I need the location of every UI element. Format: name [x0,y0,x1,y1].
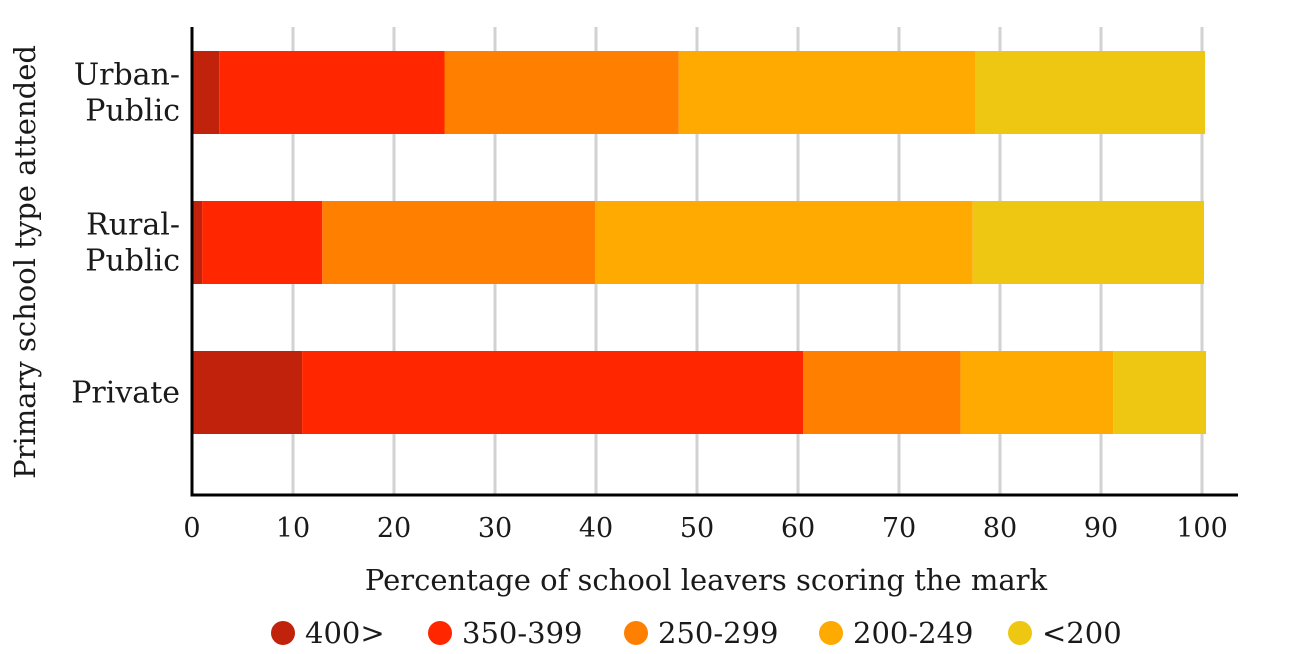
bars [192,51,1207,434]
bar-segment [302,351,804,434]
x-tick-label: 60 [781,513,815,544]
bar-segment [594,201,973,284]
legend-item: 250-299 [624,616,779,650]
x-axis-title: Percentage of school leavers scoring the… [365,563,1048,597]
legend-item: 400> [271,616,385,650]
category-label-line: Rural- [86,208,180,243]
legend-label: 350-399 [462,616,583,650]
category-label: Urban-Public [74,58,180,129]
legend-label: 400> [305,616,385,650]
legend-item: <200 [1008,616,1122,650]
category-label-line: Private [71,376,180,411]
category-label: Rural-Public [85,208,180,279]
bar-segment [322,201,595,284]
legend-item: 200-249 [819,616,974,650]
legend-swatch [428,621,452,645]
legend: 400> 350-399 250-299 200-249 <200 [271,616,1122,650]
x-tick-label: 90 [1084,513,1118,544]
x-tick-label: 30 [478,513,512,544]
legend-label: 250-299 [658,616,779,650]
bar-segment [192,51,220,134]
x-tick-label: 50 [680,513,714,544]
category-label-line: Public [85,94,180,129]
bar-segment [803,351,961,434]
bar-segment [678,51,976,134]
bar-segment [219,51,445,134]
x-tick-label: 100 [1176,513,1228,544]
bar-segment [202,201,323,284]
x-tick-label: 10 [276,513,310,544]
category-label-line: Urban- [74,58,180,93]
x-tick-label: 0 [183,513,200,544]
x-tick-label: 40 [579,513,613,544]
bar-segment [192,351,303,434]
legend-swatch [819,621,843,645]
category-label: Private [71,376,180,411]
axes [190,27,1238,497]
x-tick-label: 70 [882,513,916,544]
legend-swatch [271,621,295,645]
bar-segment [975,51,1206,134]
legend-item: 350-399 [428,616,583,650]
legend-label: 200-249 [853,616,974,650]
legend-swatch [1008,621,1032,645]
bar-segment [444,51,679,134]
legend-swatch [624,621,648,645]
bar-segment [960,351,1114,434]
x-tick-labels: 0 10 20 30 40 50 60 70 80 90 100 [183,513,1227,544]
legend-label: <200 [1042,616,1122,650]
category-label-line: Public [85,244,180,279]
x-tick-label: 80 [983,513,1017,544]
bar-segment [192,201,203,284]
y-axis-title: Primary school type attended [8,45,42,479]
x-tick-label: 20 [377,513,411,544]
bar-segment [1113,351,1207,434]
bar-segment [972,201,1205,284]
